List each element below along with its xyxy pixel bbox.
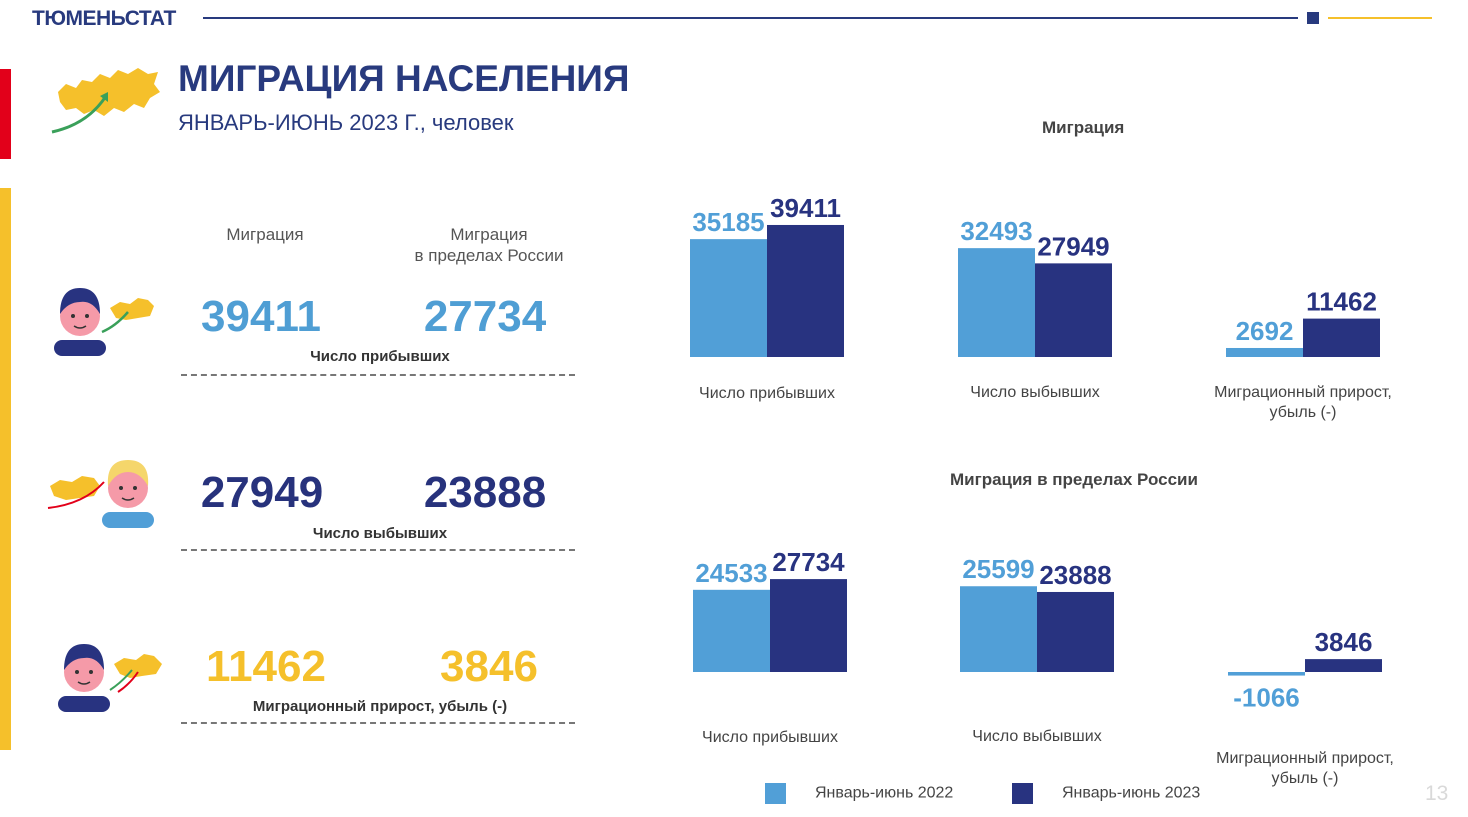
data-label: 25599 bbox=[962, 554, 1034, 584]
divider bbox=[181, 722, 575, 724]
category-label: Миграционный прирост, bbox=[1216, 750, 1394, 767]
legend-item-2023: Январь-июнь 2023 bbox=[1012, 783, 1200, 804]
bar bbox=[693, 589, 770, 672]
legend-label-2023: Январь-июнь 2023 bbox=[1062, 784, 1201, 802]
divider bbox=[181, 549, 575, 551]
data-label: 24533 bbox=[695, 558, 767, 588]
page-number: 13 bbox=[1425, 782, 1449, 805]
bar bbox=[1226, 347, 1303, 357]
growth-caption: Миграционный прирост, убыль (-) bbox=[252, 698, 508, 715]
data-label: -1066 bbox=[1233, 683, 1300, 713]
bar bbox=[1303, 318, 1380, 357]
page-subtitle: ЯНВАРЬ-ИЮНЬ 2023 Г., человек bbox=[178, 110, 514, 135]
chart-title-russia: Миграция в пределах России bbox=[950, 470, 1198, 489]
category-label: Число выбывших bbox=[970, 384, 1099, 401]
bar bbox=[1228, 672, 1305, 676]
bar bbox=[958, 248, 1035, 357]
legend-swatch-2022 bbox=[765, 783, 786, 804]
legend-label-2022: Январь-июнь 2022 bbox=[815, 784, 954, 802]
header-accent-line bbox=[1328, 17, 1432, 19]
category-label: убыль (-) bbox=[1272, 770, 1339, 787]
russia-map-icon bbox=[51, 68, 160, 134]
category-label: Число выбывших bbox=[972, 728, 1101, 745]
category-label: Число прибывших bbox=[702, 729, 838, 746]
header-line bbox=[203, 17, 1298, 19]
data-label: 3846 bbox=[1315, 627, 1373, 657]
data-label: 11462 bbox=[1306, 287, 1377, 317]
bar bbox=[690, 239, 767, 357]
column-header-russia: Миграция в пределах России bbox=[414, 225, 564, 265]
data-label: 27949 bbox=[1037, 231, 1109, 261]
column-header-migration: Миграция bbox=[226, 225, 304, 244]
growth-russia-value: 3846 bbox=[440, 642, 538, 691]
category-label: Миграционный прирост, bbox=[1214, 384, 1392, 401]
legend-swatch-2023 bbox=[1012, 783, 1033, 804]
category-label: Число прибывших bbox=[699, 385, 835, 402]
category-label: убыль (-) bbox=[1270, 404, 1337, 421]
data-label: 39411 bbox=[770, 193, 841, 223]
data-label: 35185 bbox=[692, 207, 764, 237]
person-departures-icon bbox=[47, 460, 154, 528]
departures-migration-value: 27949 bbox=[200, 468, 324, 517]
data-label: 27734 bbox=[772, 547, 845, 577]
bar bbox=[767, 224, 844, 357]
red-accent-bar bbox=[0, 69, 11, 159]
bar bbox=[770, 579, 847, 672]
bar bbox=[1037, 591, 1114, 672]
bar bbox=[960, 586, 1037, 672]
arrivals-caption: Число прибывших bbox=[310, 348, 450, 365]
data-label: 2692 bbox=[1236, 316, 1294, 346]
page-title: МИГРАЦИЯ НАСЕЛЕНИЯ bbox=[178, 58, 630, 99]
header-square bbox=[1307, 12, 1319, 24]
divider bbox=[181, 374, 575, 376]
arrivals-migration-value: 39411 bbox=[201, 292, 321, 341]
data-label: 32493 bbox=[960, 216, 1032, 246]
bar bbox=[1035, 263, 1112, 357]
data-label: 23888 bbox=[1039, 560, 1111, 590]
departures-russia-value: 23888 bbox=[423, 468, 547, 517]
yellow-accent-bar bbox=[0, 188, 11, 750]
chart-title-migration: Миграция bbox=[1042, 118, 1125, 137]
departures-caption: Число выбывших bbox=[312, 525, 448, 542]
person-growth-icon bbox=[58, 644, 162, 712]
legend-item-2022: Январь-июнь 2022 bbox=[765, 783, 953, 804]
bar bbox=[1305, 659, 1382, 672]
arrivals-russia-value: 27734 bbox=[423, 292, 547, 341]
person-arrivals-icon bbox=[54, 288, 154, 356]
org-name: ТЮМЕНЬСТАТ bbox=[32, 7, 176, 30]
growth-migration-value: 11462 bbox=[206, 642, 326, 691]
